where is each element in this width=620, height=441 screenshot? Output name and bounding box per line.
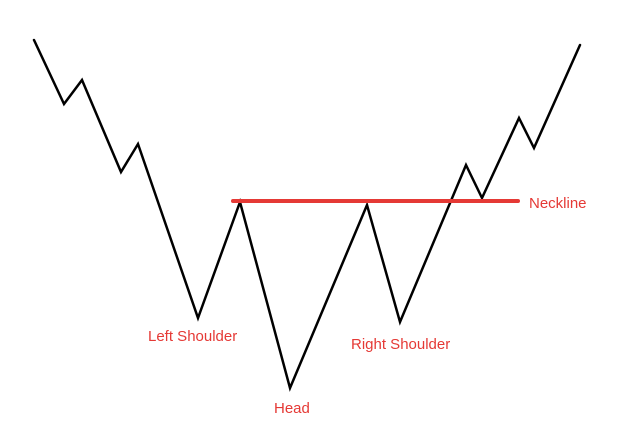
neckline-label: Neckline — [529, 195, 587, 212]
right-shoulder-label: Right Shoulder — [351, 336, 450, 353]
price-line — [32, 38, 582, 392]
left-shoulder-label: Left Shoulder — [148, 328, 237, 345]
head-label: Head — [274, 400, 310, 417]
